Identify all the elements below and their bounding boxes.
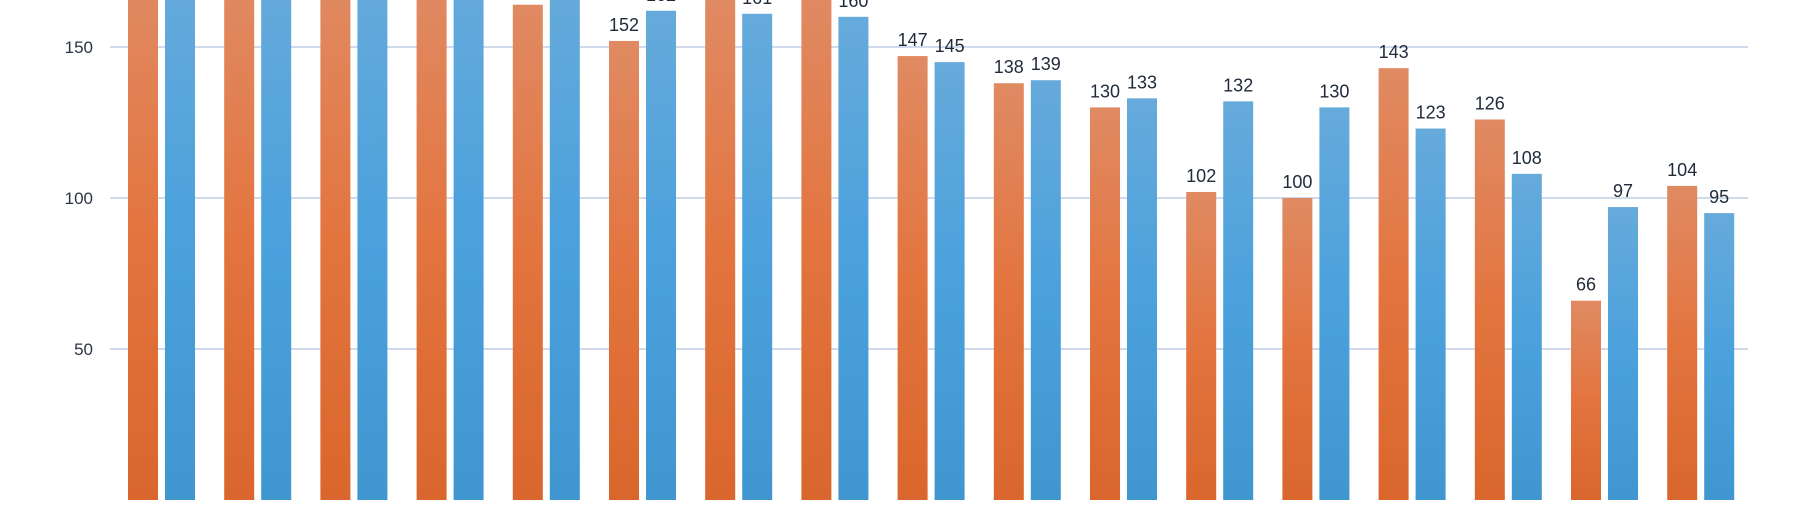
data-label-series-2-group-16: 97 <box>1613 181 1633 201</box>
bar-series-1-group-11 <box>1090 107 1120 503</box>
bar-series-1-group-13 <box>1282 198 1313 502</box>
data-label-series-2-group-13: 130 <box>1319 81 1349 101</box>
bar-series-1-group-9 <box>897 56 928 503</box>
bar-series-1-group-2 <box>224 0 255 502</box>
bar-series-2-group-3 <box>357 0 388 502</box>
y-tick-label-100: 100 <box>65 189 93 208</box>
bar-series-1-group-6 <box>609 40 639 503</box>
bar-series-1-group-3 <box>320 0 351 502</box>
bar-series-2-group-16 <box>1608 207 1638 502</box>
bar-series-2-group-11 <box>1127 98 1157 502</box>
bar-series-2-group-7 <box>742 13 773 503</box>
bar-series-1-group-4 <box>416 0 447 503</box>
data-label-series-2-group-10: 139 <box>1031 54 1061 74</box>
bar-series-1-group-8 <box>801 0 832 502</box>
bar-series-2-group-10 <box>1030 80 1061 502</box>
bars <box>128 0 1735 503</box>
data-label-series-2-group-7: 161 <box>742 0 772 8</box>
data-label-series-1-group-16: 66 <box>1576 275 1596 295</box>
data-label-series-2-group-17: 95 <box>1709 187 1729 207</box>
bar-series-2-group-5 <box>549 0 580 502</box>
data-label-series-1-group-15: 126 <box>1475 93 1505 113</box>
bar-series-2-group-6 <box>646 10 676 502</box>
data-label-series-1-group-10: 138 <box>994 57 1024 77</box>
data-label-series-1-group-12: 102 <box>1186 166 1216 186</box>
bar-series-2-group-1 <box>165 0 195 502</box>
data-label-series-1-group-11: 130 <box>1090 81 1120 101</box>
data-label-series-2-group-8: 160 <box>838 0 868 11</box>
data-label-series-2-group-12: 132 <box>1223 75 1253 95</box>
data-label-series-1-group-6: 152 <box>609 15 639 35</box>
bar-series-2-group-17 <box>1704 213 1735 502</box>
data-label-series-2-group-14: 123 <box>1416 103 1446 123</box>
data-label-series-2-group-6: 162 <box>646 0 676 5</box>
data-labels: 1701641521661681471381301021001431266610… <box>609 0 1729 295</box>
bar-series-1-group-15 <box>1474 119 1505 502</box>
data-label-series-2-group-15: 108 <box>1512 148 1542 168</box>
bar-series-2-group-12 <box>1223 101 1254 503</box>
bar-series-1-group-17 <box>1667 185 1698 503</box>
y-tick-label-50: 50 <box>74 340 93 359</box>
data-label-series-1-group-13: 100 <box>1282 172 1312 192</box>
bar-series-1-group-16 <box>1571 300 1601 502</box>
bar-series-2-group-14 <box>1415 128 1446 503</box>
bar-series-2-group-13 <box>1319 107 1350 503</box>
data-label-series-1-group-9: 147 <box>898 30 928 50</box>
bar-series-1-group-7 <box>705 0 736 503</box>
bar-series-2-group-9 <box>934 62 965 502</box>
data-label-series-2-group-11: 133 <box>1127 72 1157 92</box>
bar-series-2-group-15 <box>1511 173 1542 502</box>
data-label-series-1-group-17: 104 <box>1667 160 1697 180</box>
bar-series-2-group-8 <box>838 16 869 503</box>
bar-series-1-group-5 <box>512 4 543 502</box>
bar-series-1-group-12 <box>1186 191 1217 502</box>
bar-series-1-group-14 <box>1378 68 1409 502</box>
bar-series-2-group-2 <box>261 0 292 502</box>
bar-series-2-group-4 <box>453 0 484 502</box>
bar-series-1-group-1 <box>128 0 158 502</box>
data-label-series-2-group-9: 145 <box>935 36 965 56</box>
y-tick-label-150: 150 <box>65 38 93 57</box>
data-label-series-1-group-14: 143 <box>1379 42 1409 62</box>
y-axis-ticks: 50 100 150 <box>65 38 93 359</box>
bar-series-1-group-10 <box>993 83 1024 503</box>
